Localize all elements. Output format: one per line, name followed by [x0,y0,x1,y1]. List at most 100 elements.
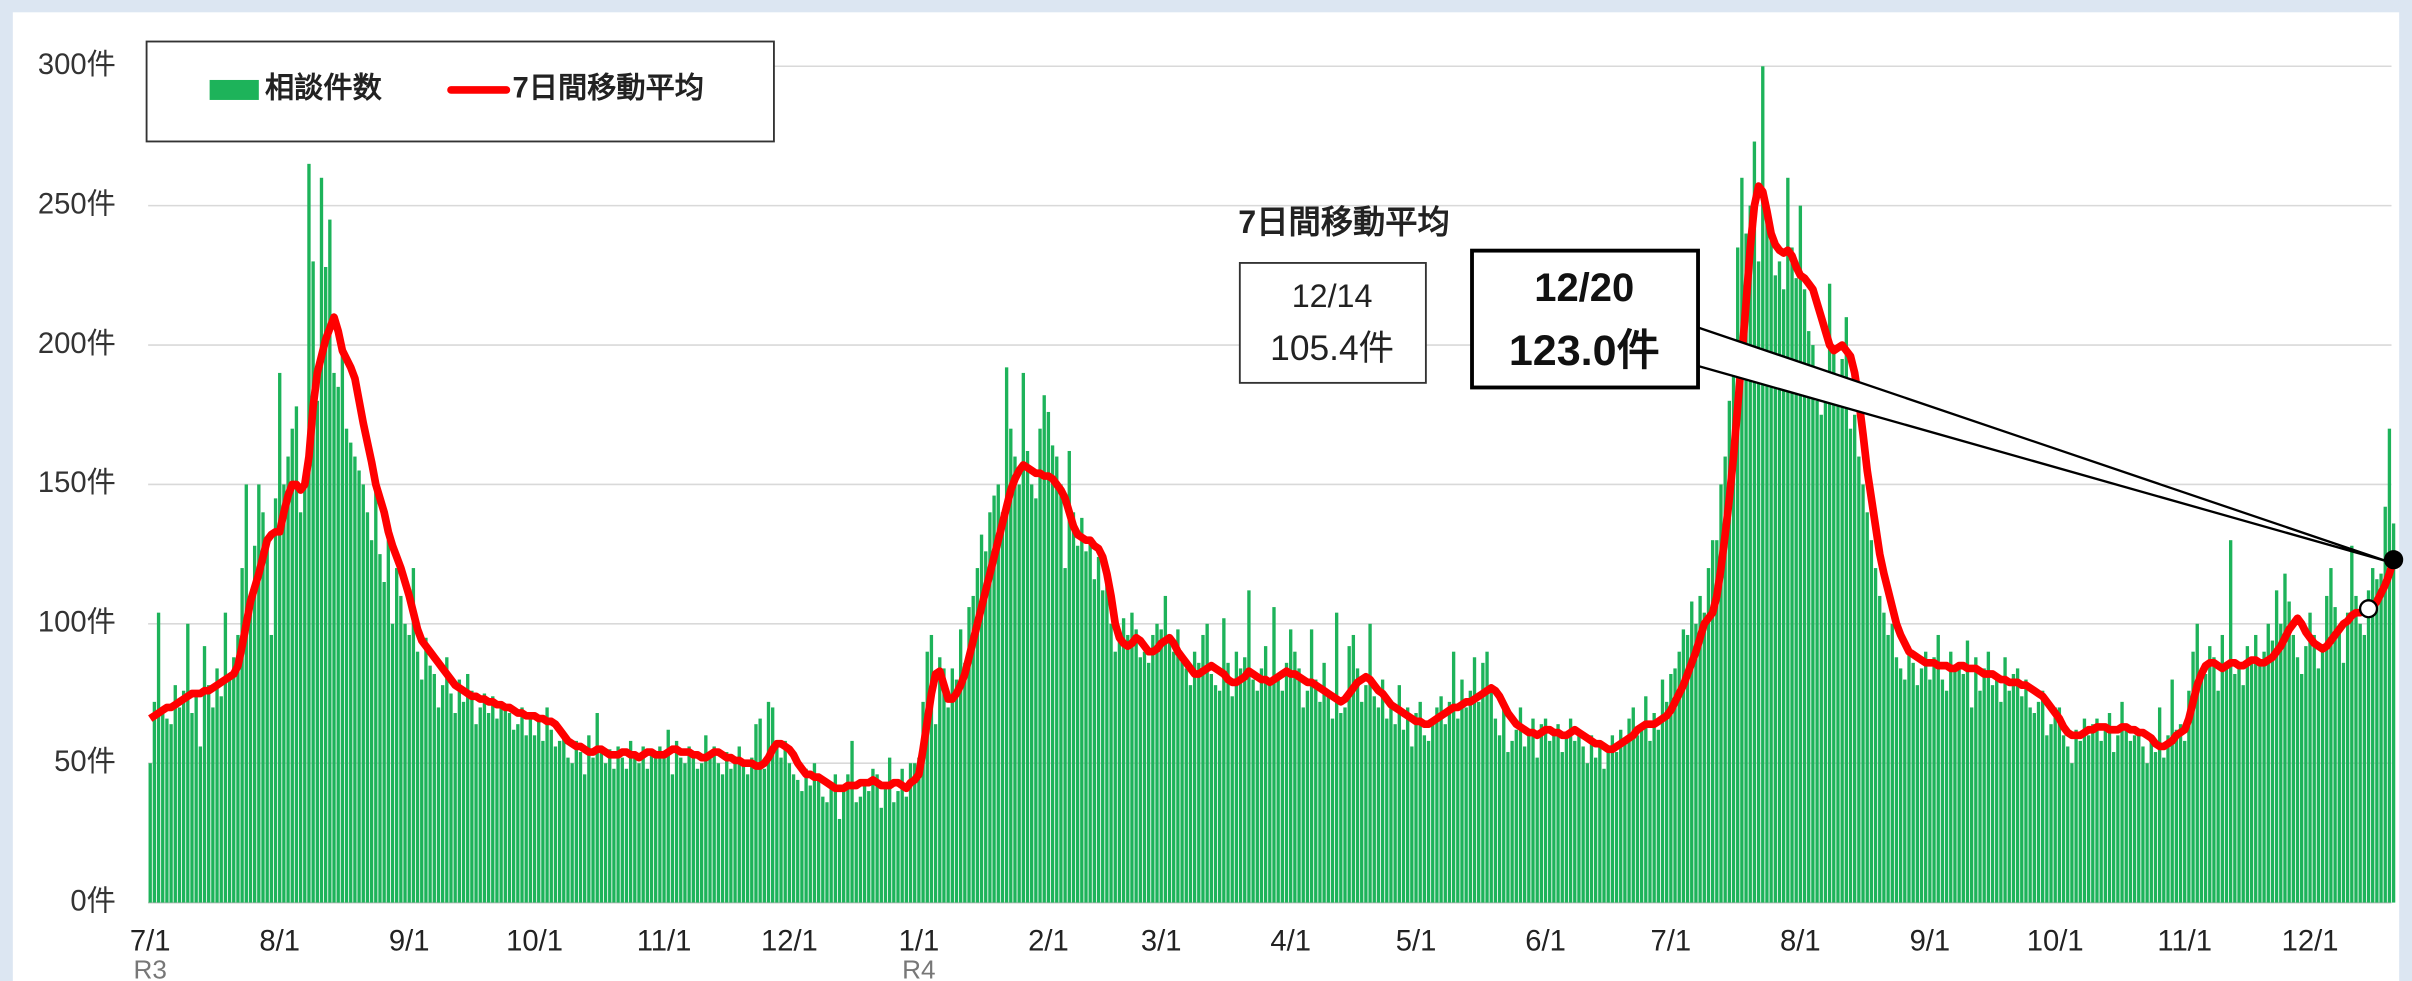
bar [800,791,804,903]
bar [507,713,512,903]
x-tick-label: 9/1 [1910,925,1951,957]
bar [470,690,474,903]
bar [1280,690,1285,903]
bar [353,456,357,903]
bar [892,802,896,903]
bar [1919,668,1924,903]
x-tick-label: 10/1 [2027,925,2084,957]
bar [2354,595,2358,903]
x-tick-label: 11/1 [637,925,692,957]
bar [875,774,879,903]
bar [1794,278,1798,903]
bar [787,763,792,903]
bar [524,735,528,903]
bar [1698,595,1702,903]
bar [971,595,975,903]
bar [1807,331,1811,903]
bar [1456,718,1460,903]
bar [1155,623,1159,903]
bar [1715,540,1719,903]
bar [1740,177,1744,903]
bar [491,696,495,903]
bar [1669,673,1673,903]
bar [704,735,708,903]
bar [979,534,984,903]
bar [2199,668,2204,903]
bar [674,740,679,903]
bar [165,718,169,903]
bar [1761,66,1765,903]
bar [311,261,315,903]
bar [1130,612,1134,903]
bar [173,685,177,903]
bar [1539,724,1544,903]
bar [1477,701,1481,903]
bar [2337,629,2341,903]
bar [1201,634,1205,903]
bar [2045,735,2049,903]
bar [2375,579,2379,903]
y-tick-label: 250件 [38,187,116,220]
bar [461,701,466,903]
bar [1330,718,1335,903]
bar [862,779,867,903]
bar [520,707,524,903]
bar [1827,283,1832,903]
bar [1117,640,1122,903]
bar [1665,701,1669,903]
bar [1485,651,1489,903]
bar [1380,679,1385,903]
bar [1802,289,1807,903]
era-label: R4 [902,955,935,981]
bar [1192,651,1197,903]
legend-label: 相談件数 [265,71,383,105]
bar [2116,735,2120,903]
bar [1163,595,1168,903]
bar [194,696,198,903]
bar [411,568,416,903]
bar [1109,623,1113,903]
bar [741,763,746,903]
bar [1080,517,1084,903]
bar [1690,601,1694,903]
bar [1861,484,1865,903]
bar [278,372,282,903]
bar [1301,707,1305,903]
line [148,182,2398,793]
bar [482,693,487,903]
bar [294,406,299,903]
bar [1886,634,1890,903]
bar [1030,484,1034,903]
bar [1723,456,1727,903]
bar [148,763,152,903]
bar [261,512,265,903]
bar [691,752,695,903]
bar [365,512,370,903]
bar [553,746,558,903]
bar [503,707,507,903]
bar [988,512,992,903]
bar [2157,707,2162,903]
bar [1995,679,1999,903]
bar [2049,724,2053,903]
bar [2379,573,2383,903]
bar [2329,568,2333,903]
bar [1159,629,1163,903]
bar [332,372,336,903]
bar [1251,679,1255,903]
bar [1263,646,1268,903]
bar [1639,724,1644,903]
bar [282,484,286,903]
bar [2137,729,2141,903]
bar [1660,679,1665,903]
bar [1289,629,1293,903]
bar [791,774,796,903]
bar [2245,646,2250,903]
bar [633,752,637,903]
bar [1853,414,1857,903]
bar [1347,646,1351,903]
bar [382,581,386,903]
bar [2224,662,2229,903]
bar [528,718,533,903]
annotation: 7日間移動平均 12/14 105.4件 12/20 123.0件 相談件数 7日… [145,40,2404,619]
